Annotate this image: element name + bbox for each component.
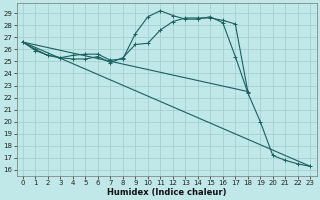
X-axis label: Humidex (Indice chaleur): Humidex (Indice chaleur) — [107, 188, 226, 197]
